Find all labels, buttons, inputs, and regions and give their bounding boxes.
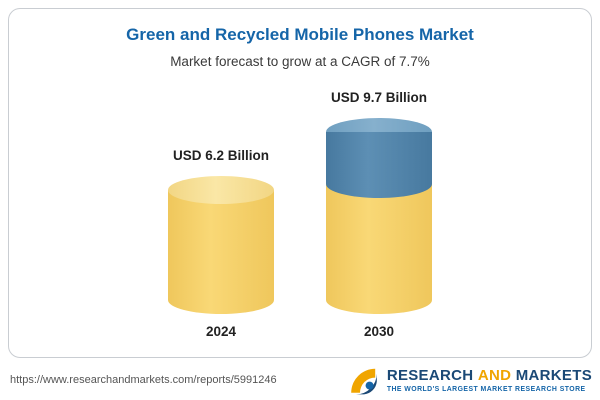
cylinder-base-segment	[326, 184, 432, 314]
category-label-2024: 2024	[205, 324, 237, 339]
chart-card: Green and Recycled Mobile Phones Market …	[8, 8, 592, 358]
plot-area: USD 6.2 Billion 2024 USD 9.7 Billion 203…	[9, 69, 591, 357]
logo-word-markets: MARKETS	[515, 366, 592, 384]
logo-name: RESEARCH AND MARKETS	[387, 368, 592, 383]
logo-word-research: RESEARCH	[386, 366, 474, 384]
logo-mark-icon	[351, 368, 377, 395]
category-label-2030: 2030	[363, 324, 395, 339]
logo-tagline: THE WORLD'S LARGEST MARKET RESEARCH STOR…	[386, 385, 586, 393]
report-url-link[interactable]: https://www.researchandmarkets.com/repor…	[10, 374, 277, 386]
bar-group-2030: USD 9.7 Billion 2030	[326, 90, 432, 341]
cylinder-growth-segment	[326, 132, 432, 198]
value-label-2030: USD 9.7 Billion	[330, 90, 428, 105]
chart-subtitle: Market forecast to grow at a CAGR of 7.7…	[170, 54, 430, 69]
cylinder-body	[168, 190, 274, 314]
cylinder-top-ellipse	[168, 176, 274, 204]
chart-title: Green and Recycled Mobile Phones Market	[126, 25, 474, 44]
value-label-2024: USD 6.2 Billion	[172, 148, 270, 163]
logo-word-and: AND	[477, 366, 512, 384]
research-and-markets-logo[interactable]: RESEARCH AND MARKETS THE WORLD'S LARGEST…	[348, 364, 592, 396]
cylinder-bar-2024	[168, 176, 274, 314]
footer: https://www.researchandmarkets.com/repor…	[10, 360, 592, 400]
bar-group-2024: USD 6.2 Billion 2024	[168, 148, 274, 341]
logo-text: RESEARCH AND MARKETS THE WORLD'S LARGEST…	[387, 368, 592, 393]
cylinder-bar-2030	[326, 118, 432, 314]
